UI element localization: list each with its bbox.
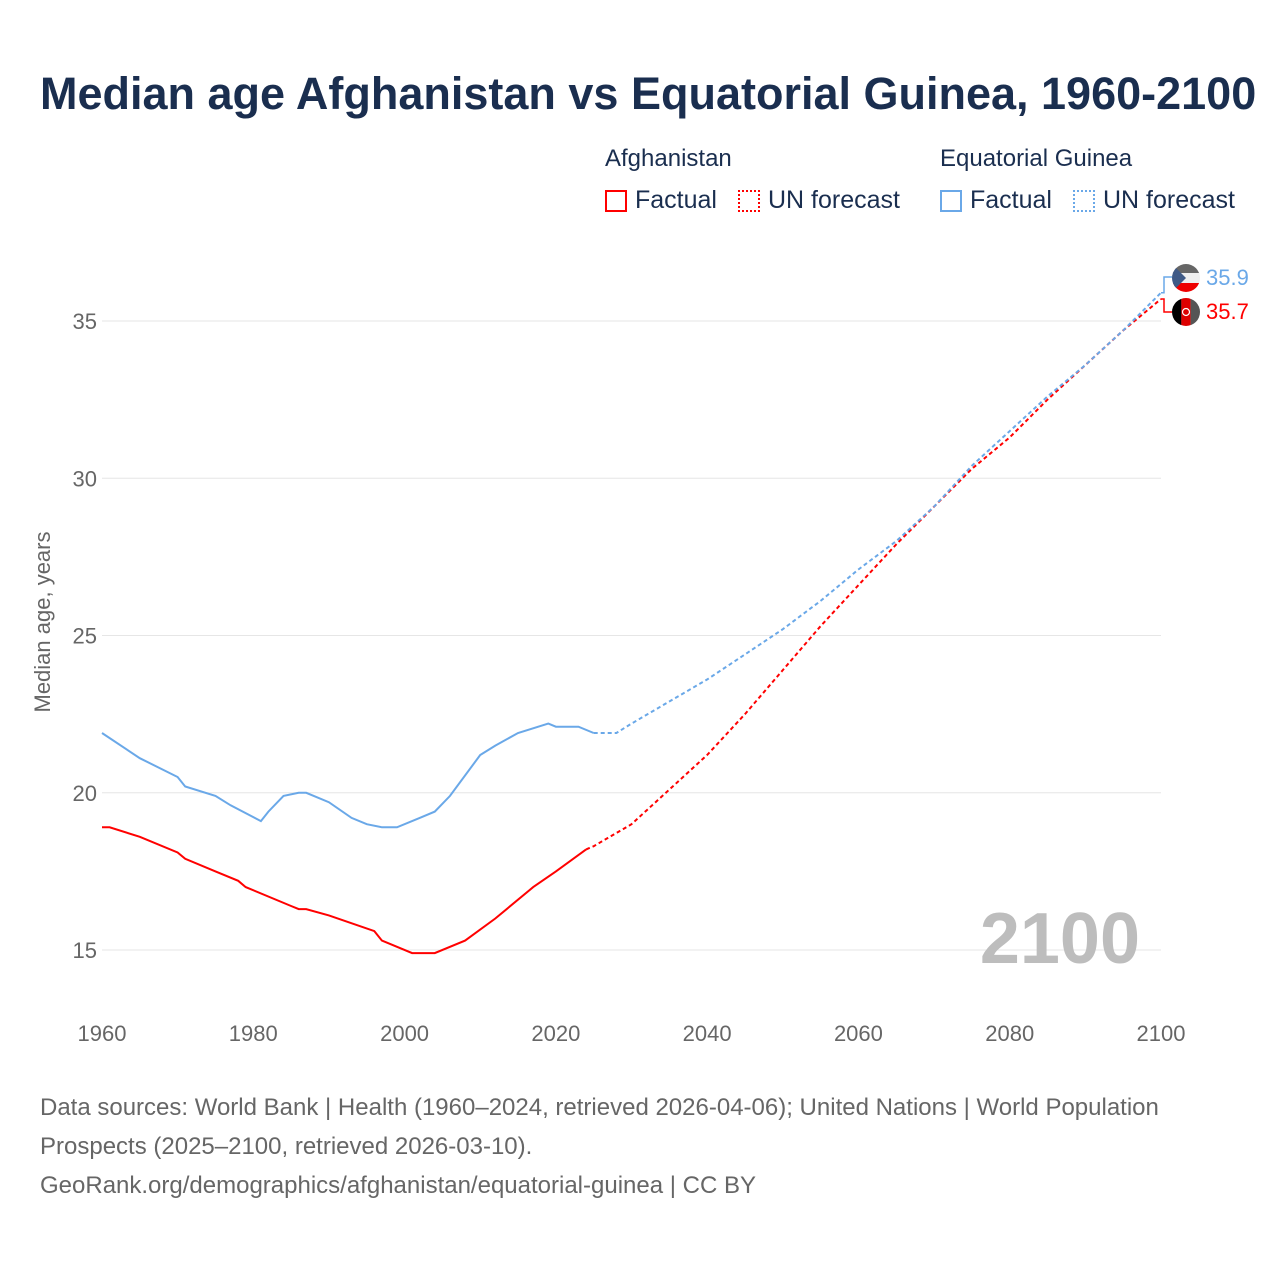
series-line-afghanistan-factual [102, 826, 587, 955]
legend-label: UN forecast [768, 186, 900, 214]
y-tick-label: 15 [73, 938, 97, 963]
series-line-equatorial-guinea-forecast [593, 291, 1162, 734]
series-line-equatorial-guinea-factual [101, 722, 595, 829]
legend-equatorial-guinea-forecast[interactable]: UN forecast [1073, 186, 1235, 215]
flag-emblem [1181, 307, 1191, 317]
legend-afghanistan-forecast[interactable]: UN forecast [738, 186, 900, 215]
connector-equatorial-guinea [1161, 276, 1172, 294]
source-link[interactable]: GeoRank.org/demographics/afghanistan/equ… [40, 1172, 756, 1199]
legend-label: Factual [635, 186, 717, 214]
x-tick-label: 2100 [1137, 1021, 1186, 1046]
legend-group-equatorial-guinea: Equatorial Guinea [940, 145, 1133, 172]
x-tick-label: 2000 [380, 1021, 429, 1046]
legend-equatorial-guinea-factual[interactable]: Factual [940, 186, 1052, 215]
chart-title: Median age Afghanistan vs Equatorial Gui… [40, 68, 1257, 119]
end-label-equatorial-guinea: 35.9 [1206, 265, 1249, 290]
y-tick-label: 35 [73, 309, 97, 334]
flag-stripe [1190, 298, 1200, 326]
y-tick-label: 25 [73, 624, 97, 649]
legend-label: UN forecast [1103, 186, 1235, 214]
legend-label: Factual [970, 186, 1052, 214]
series-line-afghanistan-forecast [585, 298, 1162, 851]
x-tick-label: 2040 [683, 1021, 732, 1046]
source-note: Data sources: World Bank | Health (1960–… [40, 1088, 1190, 1205]
x-tick-label: 2060 [834, 1021, 883, 1046]
year-watermark: 2100 [980, 899, 1140, 979]
y-tick-label: 30 [73, 466, 97, 491]
connector-afghanistan [1161, 298, 1172, 313]
x-tick-label: 1960 [78, 1021, 127, 1046]
end-label-afghanistan: 35.7 [1206, 299, 1249, 324]
y-tick-label: 20 [73, 781, 97, 806]
x-tick-label: 2080 [985, 1021, 1034, 1046]
x-tick-label: 2020 [531, 1021, 580, 1046]
flag-stripe [1172, 298, 1182, 326]
flag-stripe [1181, 298, 1191, 326]
legend-afghanistan-factual[interactable]: Factual [605, 186, 717, 215]
x-tick-label: 1980 [229, 1021, 278, 1046]
flag-stripe [1172, 264, 1200, 274]
flag-stripe [1172, 283, 1200, 292]
legend-group-afghanistan: Afghanistan [605, 145, 732, 172]
source-text: Data sources: World Bank | Health (1960–… [40, 1094, 1159, 1160]
y-axis-label: Median age, years [30, 532, 55, 713]
plot-area: 15 20 25 30 35 1960 1980 2000 2020 2040 2060 2080 21… [30, 264, 1249, 1046]
flag-triangle [1172, 264, 1186, 292]
